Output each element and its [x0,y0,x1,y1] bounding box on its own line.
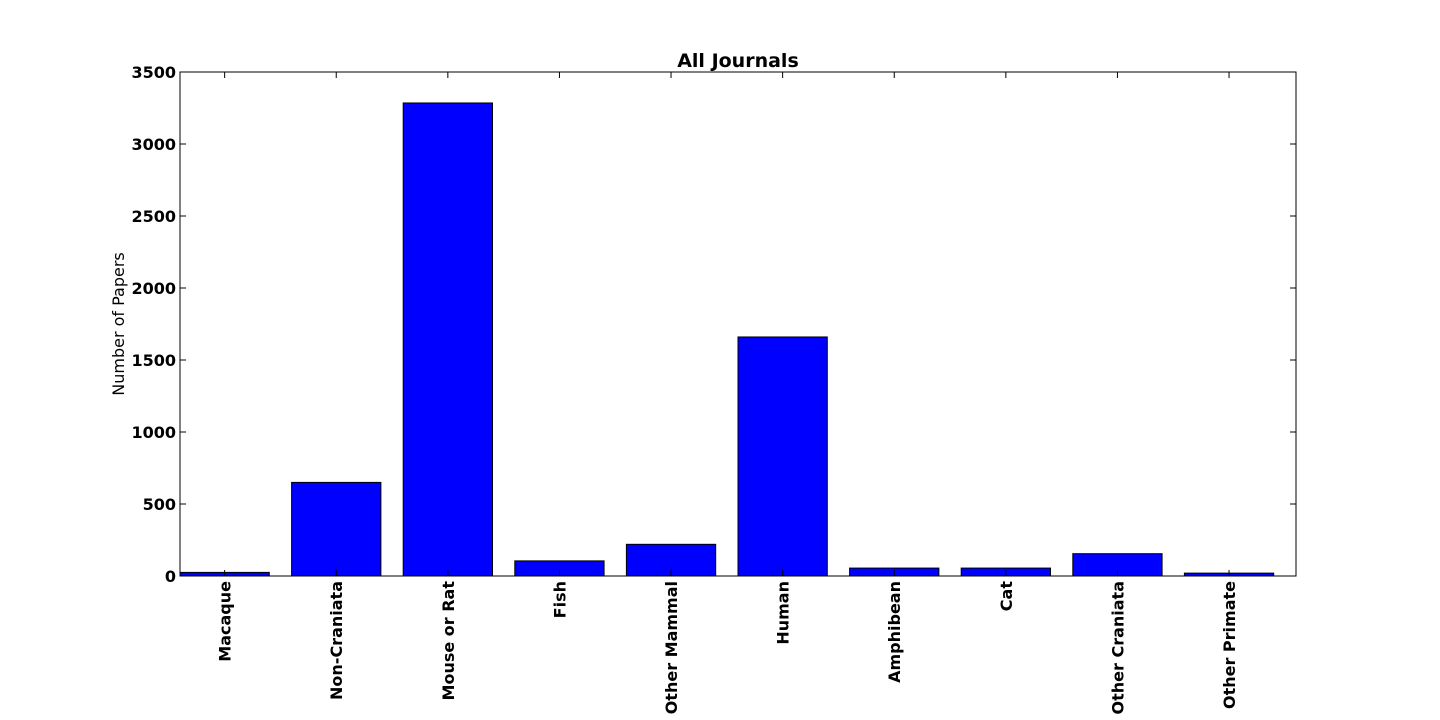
bars-group [179,102,1275,577]
x-tick-label: Cat [997,581,1016,612]
x-tick-label: Amphibean [885,581,904,683]
x-tick-label: Macaque [216,581,235,662]
y-tick-label: 2000 [131,279,176,298]
x-tick-label: Non-Craniata [327,581,346,700]
y-axis-label: Number of Papers [109,252,128,396]
plot-frame [179,71,1297,577]
x-tick-label: Mouse or Rat [439,581,458,701]
bar-non-craniata [291,481,382,577]
x-tick-label: Human [774,581,793,645]
x-tick-label: Other Mammal [662,581,681,714]
y-ticks-group: 0 500 1000 1500 2000 2500 3000 3500 [131,63,1296,586]
axes-group [179,71,1297,577]
x-ticks-group: Macaque Non-Craniata Mouse or Rat Fish Other… [216,72,1239,715]
bar-mouse-or-rat [402,102,493,577]
y-tick-label: 3000 [131,135,176,154]
x-tick-label: Other Primate [1220,581,1239,709]
y-tick-label: 3500 [131,63,176,82]
bar-human [737,336,828,577]
x-tick-label: Fish [550,581,569,618]
y-tick-label: 500 [143,495,176,514]
y-tick-label: 2500 [131,207,176,226]
x-tick-label: Other Craniata [1108,581,1127,715]
y-tick-label: 0 [165,567,176,586]
chart-title: All Journals [677,50,799,72]
y-tick-label: 1500 [131,351,176,370]
y-tick-label: 1000 [131,423,176,442]
